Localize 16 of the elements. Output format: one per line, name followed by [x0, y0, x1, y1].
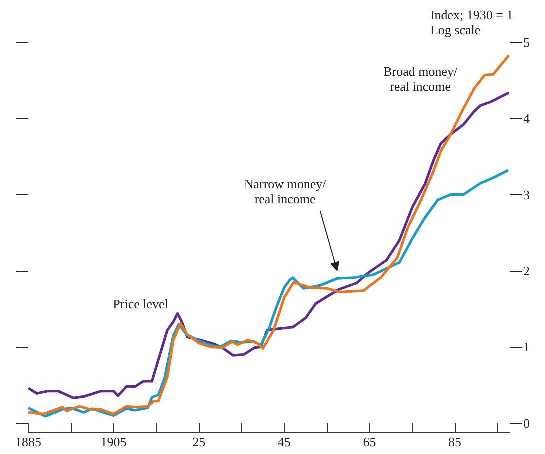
y-tick-label: 5 — [524, 35, 530, 50]
annotation: Price level — [113, 296, 169, 312]
x-tick-label: 1885 — [16, 434, 42, 450]
y-tick-label: 4 — [524, 111, 530, 126]
y-tick-label: 2 — [524, 264, 530, 279]
x-tick-label: 85 — [448, 434, 462, 450]
x-tick-label: 45 — [278, 434, 291, 450]
y-tick-label: 3 — [524, 187, 530, 202]
x-tick-label: 65 — [363, 434, 376, 450]
y-tick-label: 1 — [524, 340, 530, 355]
annotation: Broad money/ real income — [384, 64, 458, 94]
x-tick-label: 1905 — [100, 434, 127, 450]
annotation: Narrow money/ real income — [244, 176, 327, 207]
y-tick-label: 0 — [524, 416, 530, 431]
x-tick-label: 25 — [192, 434, 206, 450]
y-axis-title: Index; 1930 = 1 Log scale — [430, 8, 514, 38]
